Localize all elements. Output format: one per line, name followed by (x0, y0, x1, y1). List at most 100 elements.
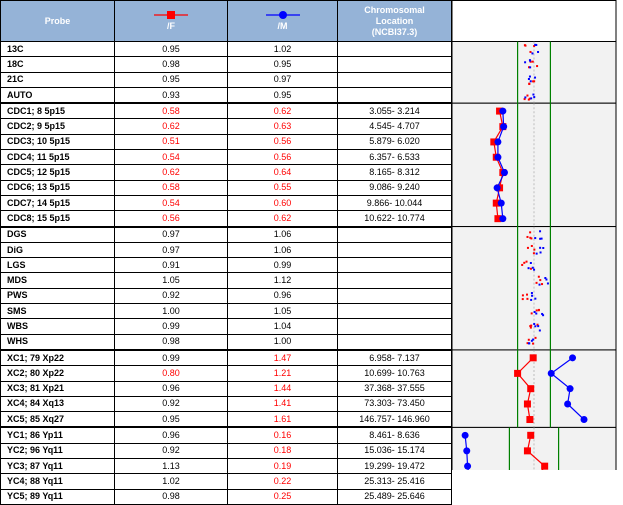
table-row: 18C 0.98 0.95 (0, 56, 452, 73)
female-scatter-point (535, 281, 538, 284)
male-scatter-point (538, 329, 541, 332)
female-marker (492, 199, 500, 207)
table-row: CDC3; 10 5p15 0.51 0.56 5.879- 6.020 (0, 133, 452, 151)
table-row: YC5; 89 Yq11 0.98 0.25 25.489- 25.646 (0, 488, 452, 505)
female-scatter-point (536, 65, 539, 68)
female-scatter-point (523, 98, 526, 101)
header-location: Chromosomal Location (NCBI37.3) (337, 0, 452, 42)
female-scatter-point (533, 45, 536, 48)
male-scatter-point (539, 251, 542, 254)
male-scatter-point (533, 322, 536, 325)
table-row: AUTO 0.93 0.95 (0, 86, 452, 104)
male-scatter-point (535, 43, 538, 46)
male-marker (499, 107, 507, 115)
female-scatter-point (528, 97, 531, 100)
female-marker (541, 462, 549, 470)
male-scatter-point (545, 278, 548, 281)
female-scatter-point (529, 231, 532, 234)
header-female-label: /F (167, 21, 175, 31)
male-scatter-point (546, 282, 549, 285)
male-scatter-point (533, 96, 536, 99)
table-row: CDC8; 15 5p15 0.56 0.62 10.622- 10.774 (0, 210, 452, 228)
female-scatter-point (527, 98, 530, 101)
male-scatter-point (528, 75, 531, 78)
female-scatter-point (529, 267, 532, 270)
female-scatter-point (532, 342, 535, 345)
female-scatter-point (528, 66, 531, 69)
female-scatter-point (521, 294, 524, 297)
male-scatter-point (530, 298, 533, 301)
female-scatter-point (525, 260, 528, 263)
table-row: WBS 0.99 1.04 (0, 318, 452, 335)
female-scatter-point (530, 312, 533, 315)
male-value-cell: 0.25 (227, 488, 338, 505)
male-marker (461, 431, 469, 439)
location-cell: 73.303- 73.450 (337, 395, 452, 413)
female-scatter-point (530, 237, 533, 240)
male-scatter-point (529, 261, 532, 264)
female-scatter-point (537, 309, 540, 312)
female-marker (523, 447, 531, 455)
male-marker (500, 123, 508, 131)
male-scatter-point (531, 52, 534, 55)
female-scatter-point (526, 342, 529, 345)
female-scatter-point (529, 236, 532, 239)
female-scatter-point (521, 263, 524, 266)
female-marker (494, 215, 502, 223)
female-scatter-point (524, 44, 527, 47)
male-scatter-point (529, 59, 532, 62)
male-legend-icon (265, 11, 300, 19)
male-marker (494, 138, 502, 146)
female-scatter-point (527, 338, 530, 341)
male-marker (499, 215, 507, 223)
male-scatter-point (541, 312, 544, 315)
group-band (451, 41, 617, 104)
table-row: LGS 0.91 0.99 (0, 257, 452, 274)
male-scatter-point (537, 325, 540, 328)
female-value-cell: 0.98 (114, 488, 228, 505)
female-scatter-point (537, 275, 540, 278)
male-scatter-point (527, 77, 530, 80)
male-scatter-point (524, 96, 527, 99)
male-scatter-point (531, 294, 534, 297)
male-marker (463, 447, 471, 455)
female-marker (527, 431, 535, 439)
table-row: CDC2; 9 5p15 0.62 0.63 4.545- 4.707 (0, 118, 452, 135)
male-scatter-point (544, 277, 547, 280)
male-scatter-point (532, 93, 535, 96)
male-scatter-point (539, 237, 542, 240)
table-row: 13C 0.95 1.02 (0, 40, 452, 58)
male-scatter-point (534, 297, 537, 300)
male-marker (500, 169, 508, 177)
table-row: XC4; 84 Xq13 0.92 1.41 73.303- 73.450 (0, 395, 452, 413)
female-marker (526, 416, 534, 424)
male-scatter-point (530, 339, 533, 342)
female-scatter-point (532, 252, 535, 255)
male-scatter-point (539, 246, 542, 249)
female-scatter-point (535, 309, 538, 312)
male-scatter-point (535, 252, 538, 255)
male-scatter-point (534, 325, 537, 328)
female-scatter-point (539, 279, 542, 282)
male-value-cell: 1.04 (227, 318, 338, 335)
table-row: 21C 0.95 0.97 (0, 71, 452, 88)
male-scatter-point (537, 50, 540, 53)
male-scatter-point (533, 311, 536, 314)
male-scatter-point (527, 267, 530, 270)
male-marker (547, 369, 555, 377)
female-scatter-point (531, 60, 534, 63)
table-row: WHS 0.98 1.00 (0, 333, 452, 351)
male-scatter-point (529, 80, 532, 83)
female-scatter-point (536, 323, 539, 326)
male-scatter-point (529, 66, 532, 69)
female-scatter-point (529, 325, 532, 328)
probe-cell: CDC7; 14 5p15 (0, 194, 115, 212)
header-male-label: /M (277, 21, 288, 31)
female-scatter-point (526, 94, 529, 97)
female-scatter-point (529, 60, 532, 63)
female-marker (527, 385, 535, 393)
male-scatter-point (524, 61, 527, 64)
table-row: XC1; 79 Xp22 0.99 1.47 6.958- 7.137 (0, 348, 452, 367)
female-scatter-point (529, 326, 532, 329)
location-cell: 9.866- 10.044 (337, 194, 452, 212)
